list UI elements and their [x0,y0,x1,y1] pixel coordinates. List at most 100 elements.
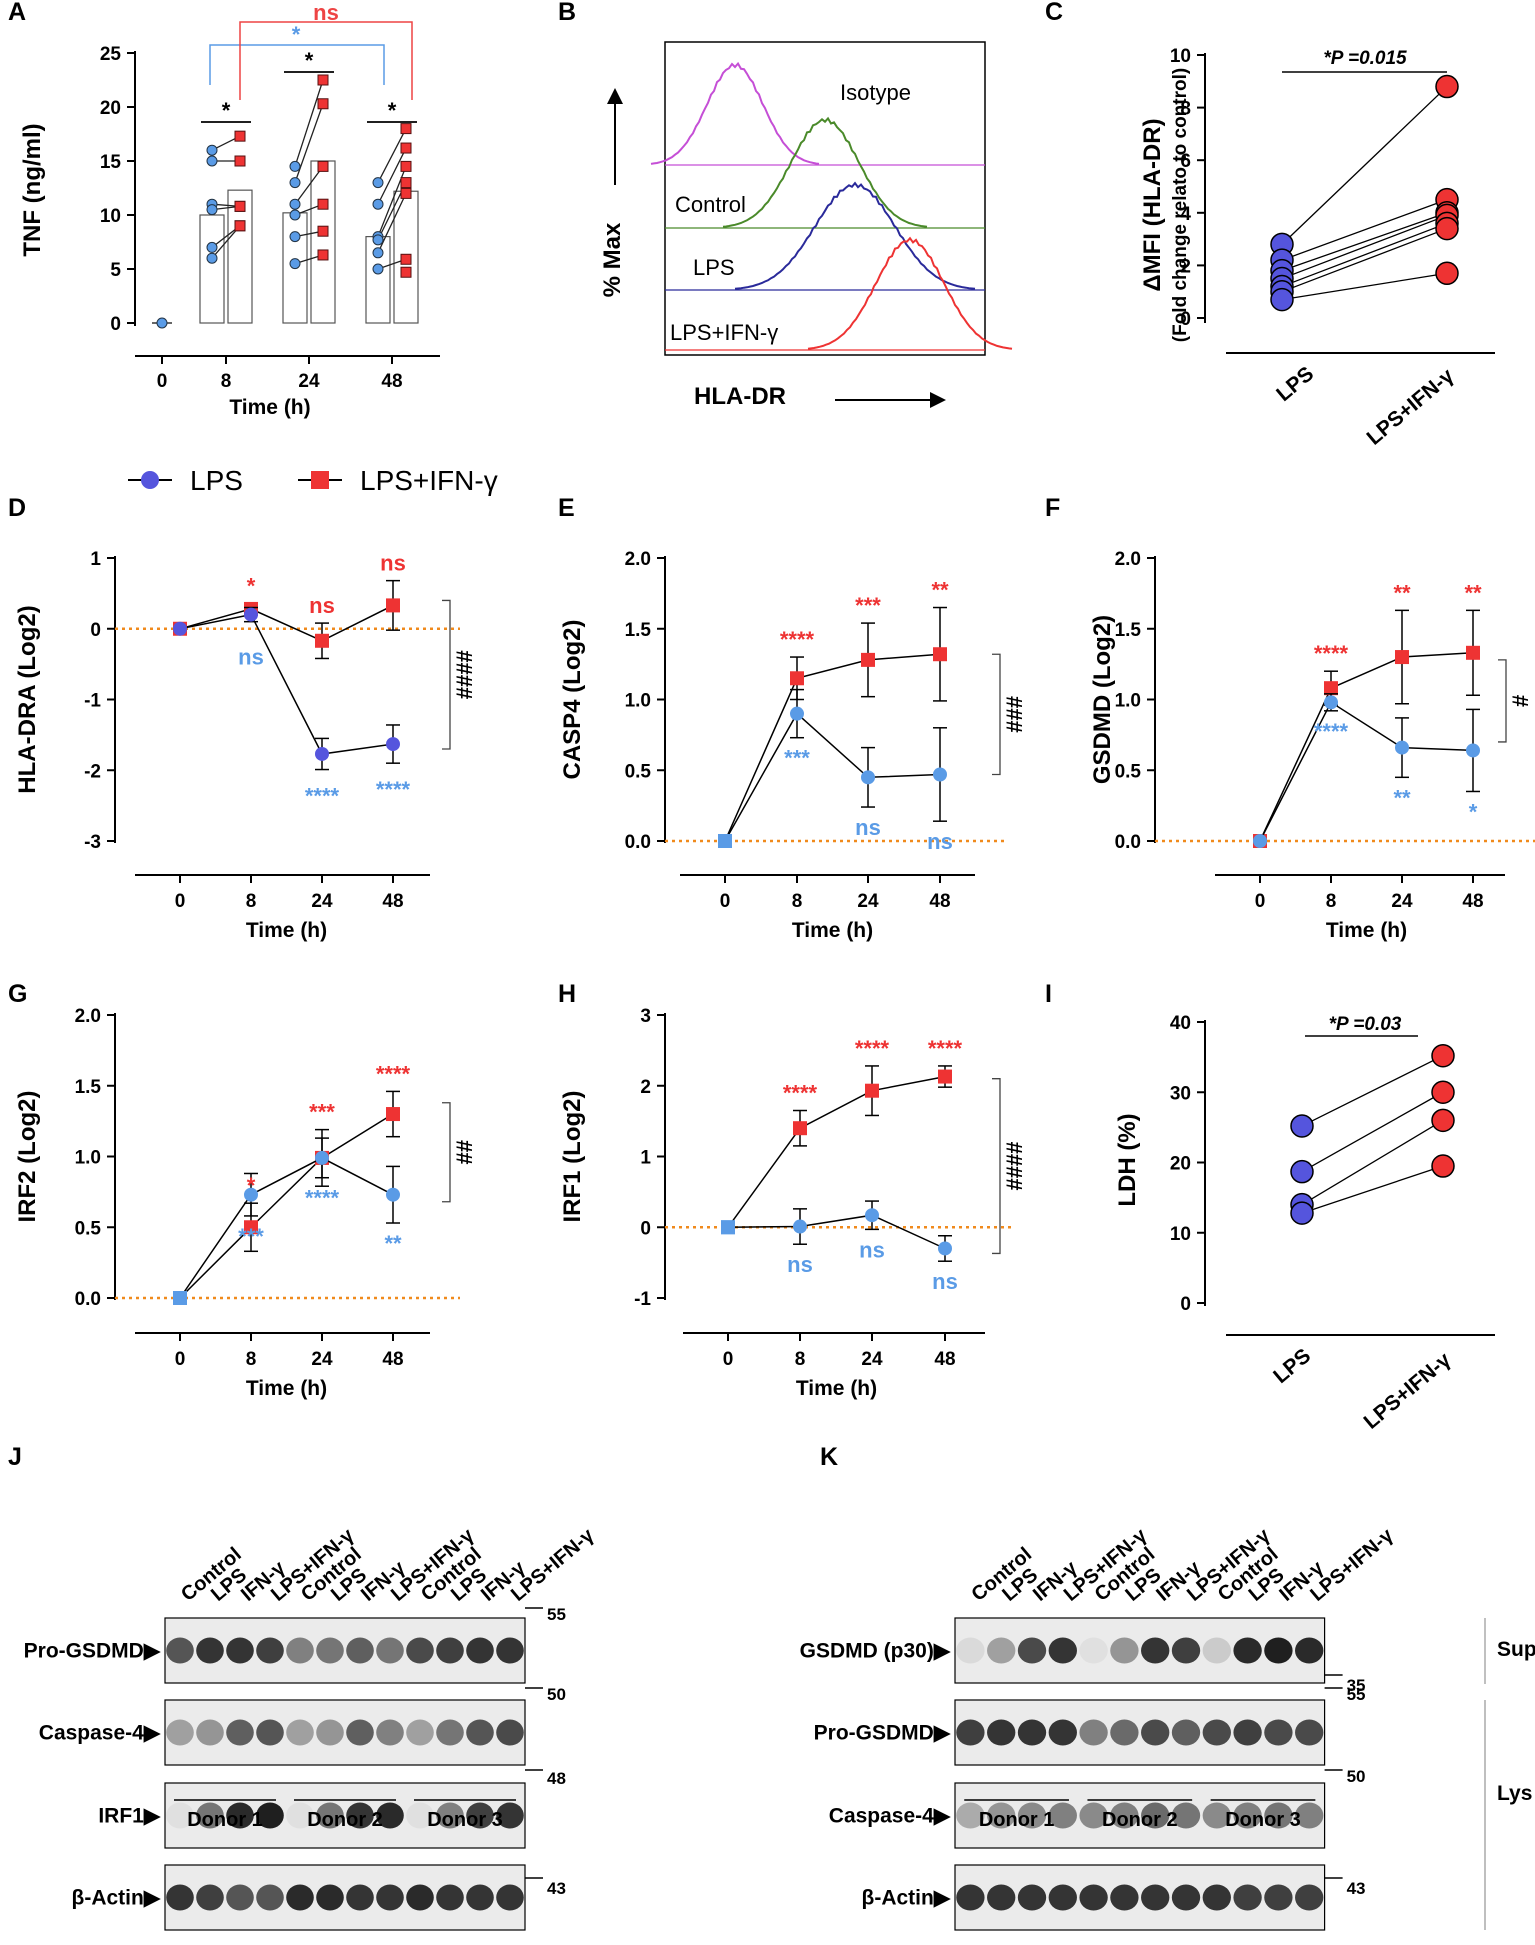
pair-line [1281,272,1448,301]
pair-line [1281,86,1448,245]
lps-point [1290,1159,1314,1184]
data-point [244,1220,258,1235]
pair-line [1281,214,1448,280]
blot-strip [164,1699,526,1766]
ifn-point [400,123,412,135]
pair-line [294,166,324,205]
band [226,1884,254,1911]
pair-line [294,79,324,167]
series-line [179,604,394,642]
mw-label: 50 [547,1685,566,1704]
band [286,1637,314,1664]
ifn-point [400,142,412,154]
blot-row-label: IRF1▶ [98,1805,161,1828]
band [1295,1802,1324,1829]
y-tick-label: 0.5 [1115,761,1142,782]
pair-line [1301,1091,1444,1173]
sig-label-top: **** [1314,641,1349,666]
donor-label: Donor 3 [427,1809,503,1831]
band [1202,1637,1231,1664]
y-tick-label: 40 [1170,1013,1191,1034]
y-tick-label: 2 [640,1077,651,1098]
bracket-label: # [1508,695,1533,707]
band [1017,1719,1047,1746]
legend-label-lps: LPS [190,465,243,496]
band [1233,1802,1262,1829]
band [406,1884,434,1911]
y-axis-title: TNF (ng/ml) [19,123,46,256]
y-tick-label: 0 [1180,309,1191,330]
sig-label-bottom: **** [376,777,411,802]
band [256,1719,284,1746]
pair-line [377,147,407,205]
x-tick-label: 48 [934,1349,955,1370]
band [496,1884,524,1911]
band [406,1802,434,1829]
band [1171,1719,1201,1746]
band [256,1637,284,1664]
ifn-point [400,160,412,172]
bracket [992,1078,1001,1255]
x-axis-title: Time (h) [229,396,310,419]
sig-label-top: **** [855,1036,890,1061]
y-tick-label: 0.0 [625,832,651,853]
panel-label-j: J [8,1443,22,1471]
y-tick-label: 1 [640,1148,651,1169]
band [1110,1884,1139,1911]
x-axis-title: Time (h) [1326,919,1407,942]
lps-point [289,209,301,221]
y-tick-label: 1.0 [1115,691,1141,712]
lps-point [206,204,218,216]
band [346,1884,374,1911]
x-tick-label: 48 [382,891,403,912]
band [1141,1802,1170,1829]
y-tick-label: 4 [1180,204,1191,225]
y-tick-label: 30 [1170,1083,1191,1104]
sig-label-bottom: ns [859,1237,885,1262]
panel-label-h: H [558,980,576,1008]
bracket-label: ### [1002,696,1027,733]
sig-label-top: **** [376,1061,411,1086]
sig-label-top: ** [1393,580,1411,605]
band [1017,1637,1047,1664]
blot-strip [164,1864,526,1931]
band [196,1637,224,1664]
band [376,1884,404,1911]
mw-label: 48 [547,1769,566,1788]
band [166,1719,194,1746]
y-tick-label: -2 [84,761,101,782]
band [316,1884,344,1911]
x-axis-title: HLA-DR [694,383,786,410]
blot-row-label: β-Actin▶ [862,1887,951,1910]
panel-label-e: E [558,494,575,522]
ifn-point [400,266,412,278]
x-tick-label: 8 [246,891,257,912]
x-tick-label: 8 [795,1349,806,1370]
y-tick-label: 25 [100,44,122,65]
y-axis-title: IRF1 (Log2) [559,1091,586,1223]
band [286,1719,314,1746]
sig-label-bottom: ns [932,1269,958,1294]
y-tick-label: 0 [110,314,121,335]
x-tick-label: 8 [246,1349,257,1370]
histogram-curve [722,116,928,228]
p-value-annotation: *P =0.015 [1323,48,1407,69]
band [1048,1802,1077,1829]
panel-label-a: A [8,0,26,26]
x-axis-title: Time (h) [792,919,873,942]
y-axis-subtitle: (Fold change relato to control) [1170,68,1191,342]
donor-label: Donor 1 [979,1809,1055,1831]
lps-point [372,234,384,246]
band [166,1884,194,1911]
band [1233,1719,1262,1746]
x-tick-label: 24 [311,891,333,912]
y-axis-title: ΔMFI (HLA-DR) [1139,118,1166,291]
band [1048,1719,1077,1746]
band [196,1719,224,1746]
bracket-red-label: ns [313,0,339,25]
band [987,1884,1016,1911]
bracket [1498,659,1507,743]
sig-label-top: ns [309,593,335,618]
lps-point [1290,1114,1314,1138]
